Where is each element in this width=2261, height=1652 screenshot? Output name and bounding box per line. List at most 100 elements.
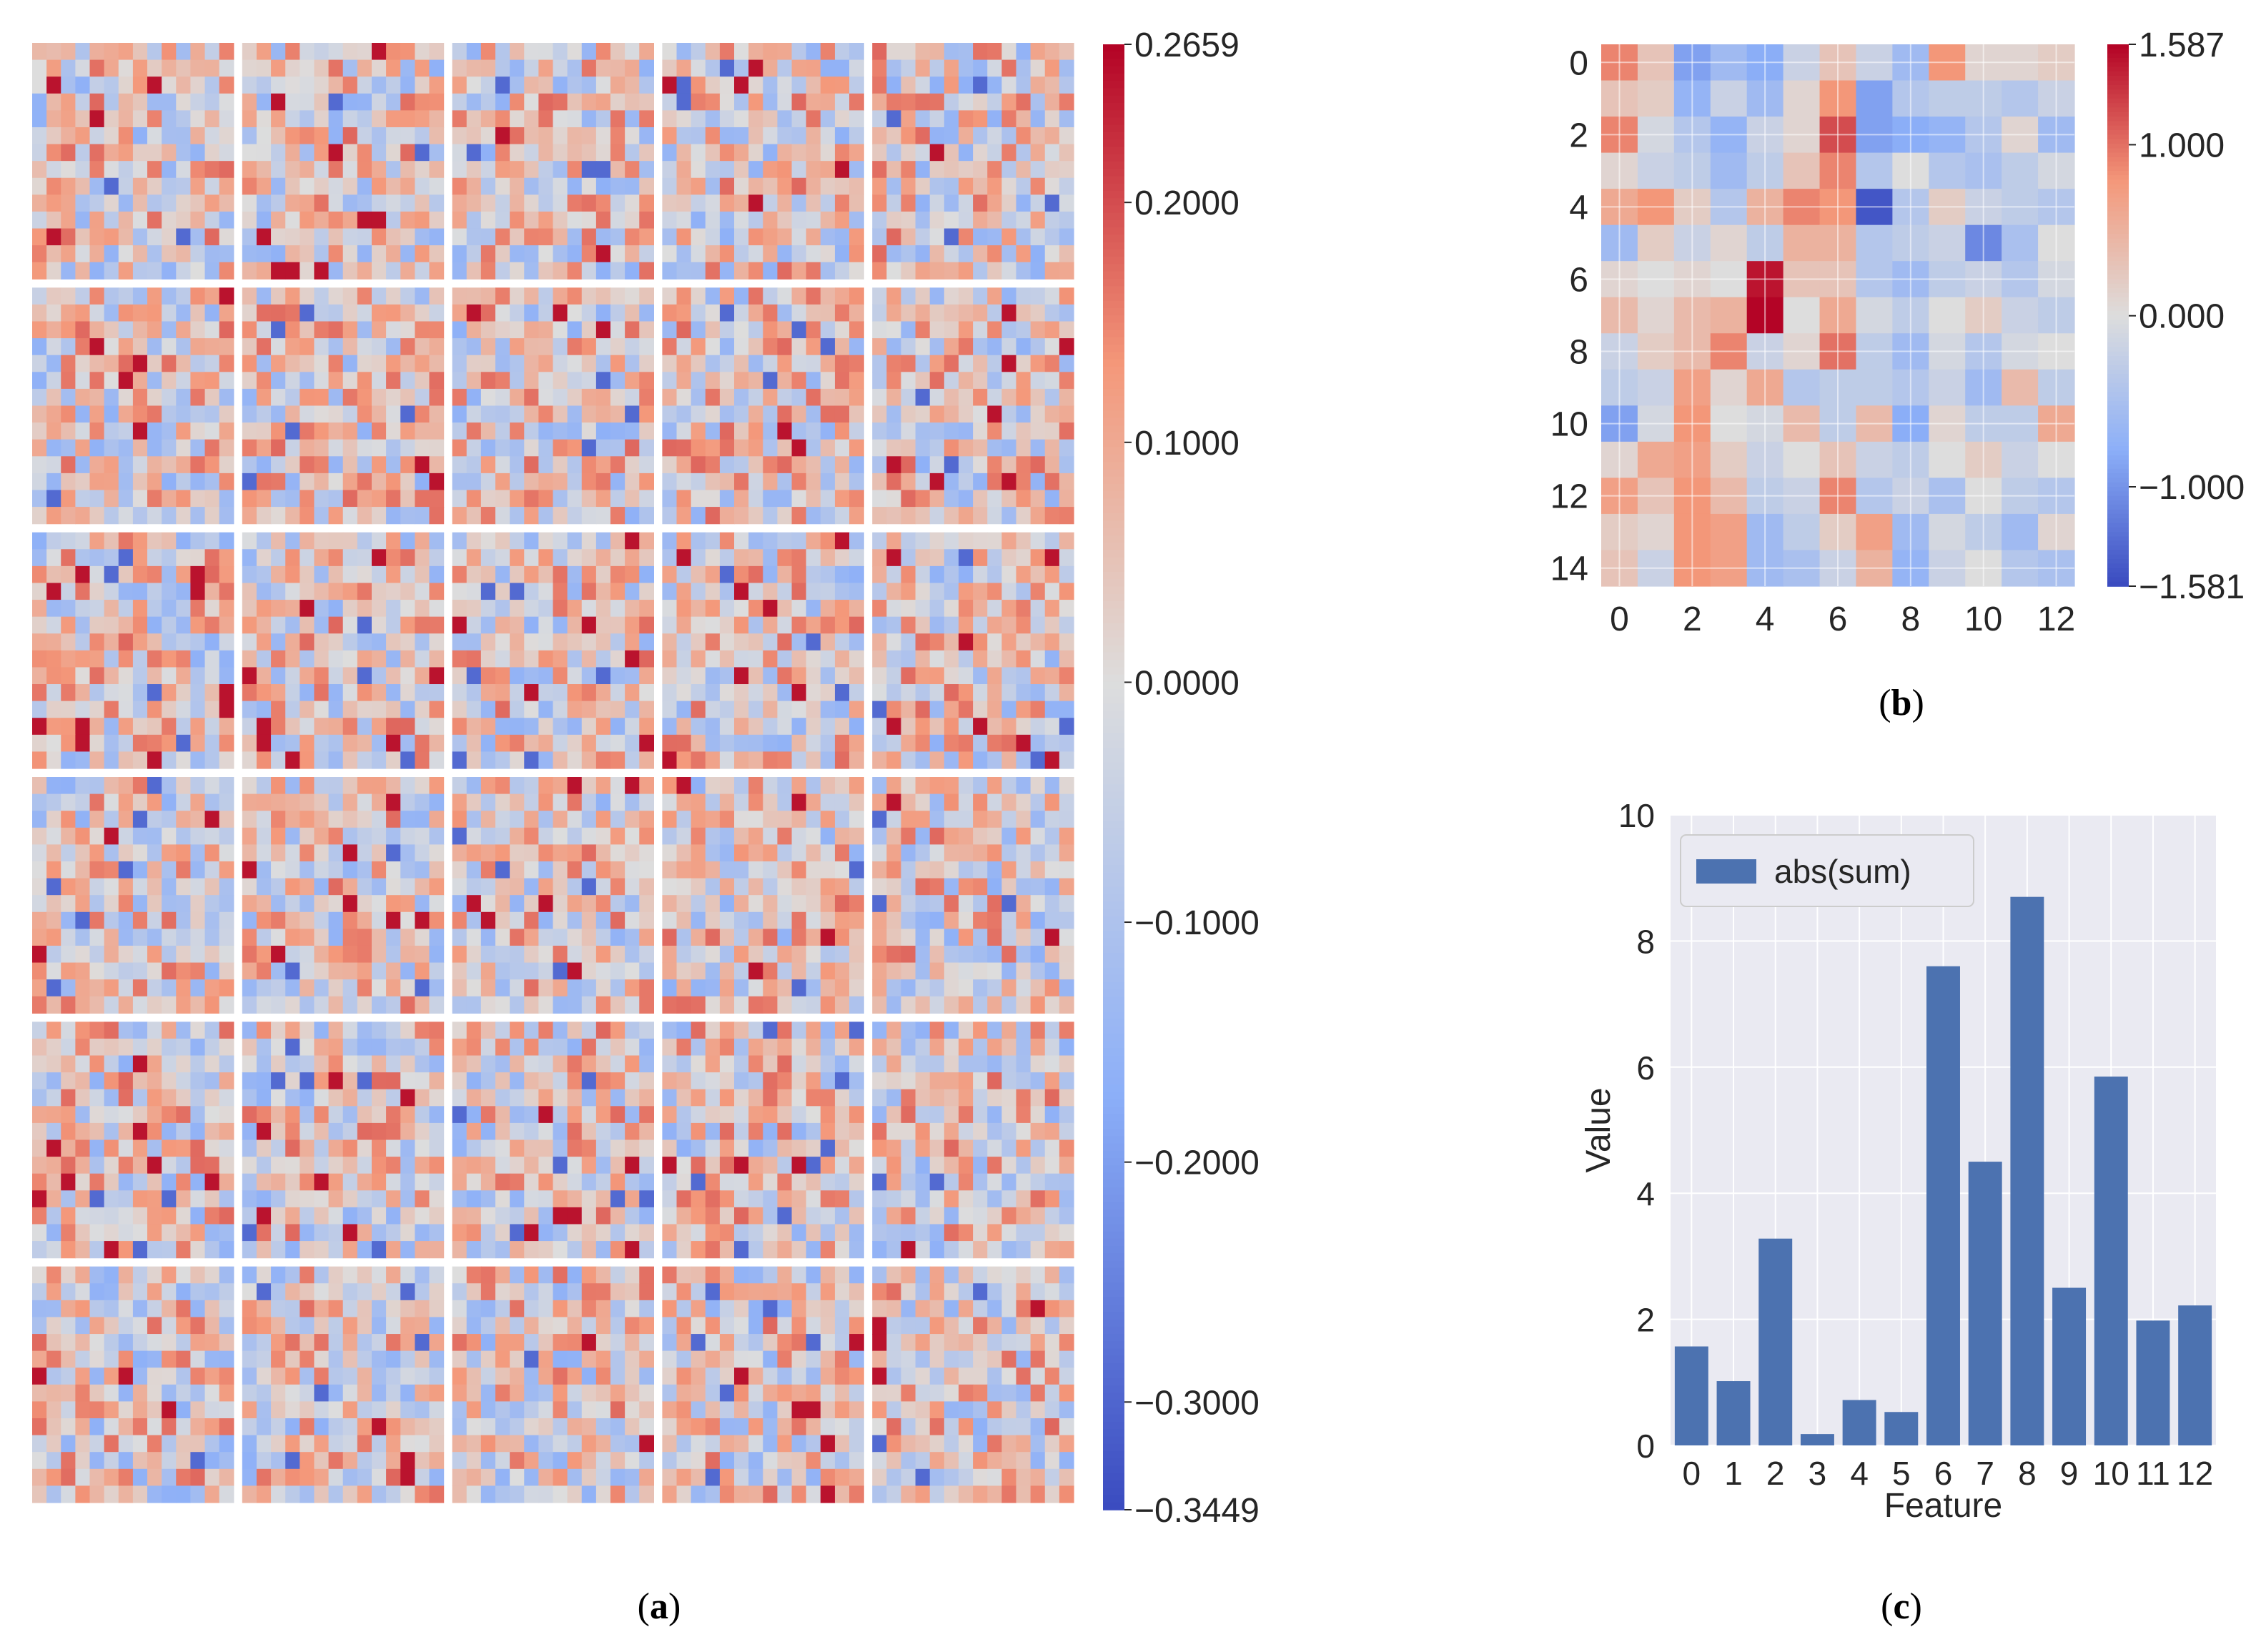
heatmap-cell <box>132 549 148 567</box>
heatmap-cell <box>204 1139 220 1157</box>
heatmap-cell <box>973 338 988 356</box>
heatmap-cell <box>595 600 611 618</box>
heatmap-cell <box>480 777 496 795</box>
heatmap-cell <box>610 1089 625 1107</box>
heatmap-cell <box>1044 667 1060 685</box>
heatmap-cell <box>748 144 763 162</box>
heatmap-cell <box>791 473 807 491</box>
heatmap-cell <box>314 1139 330 1157</box>
heatmap-cell <box>314 473 330 491</box>
heatmap-cell <box>132 1207 148 1225</box>
heatmap-cell <box>386 1055 401 1073</box>
heatmap-cell <box>1059 1207 1074 1225</box>
heatmap-cell <box>610 228 625 246</box>
heatmap-cell <box>242 650 257 668</box>
heatmap-cell <box>625 650 640 668</box>
heatmap-cell <box>610 684 625 702</box>
heatmap-cell <box>271 861 286 879</box>
heatmap-cell <box>342 473 358 491</box>
heatmap-cell <box>118 161 134 179</box>
heatmap-cell <box>791 507 807 525</box>
heatmap-cell <box>524 1038 539 1057</box>
heatmap-cell <box>567 844 583 862</box>
heatmap-cell <box>480 76 496 94</box>
heatmap-cell <box>147 321 162 339</box>
heatmap-cell <box>958 827 974 845</box>
heatmap-cell <box>1044 490 1060 508</box>
heatmap-cell <box>1016 701 1031 718</box>
heatmap-cell <box>872 1190 887 1208</box>
heatmap-cell <box>466 372 482 390</box>
heatmap-cell <box>219 1266 234 1284</box>
heatmap-cell <box>61 979 76 997</box>
heatmap-cell <box>104 1224 119 1242</box>
heatmap-cell <box>929 777 945 795</box>
heatmap-cell <box>495 355 510 372</box>
heatmap-cell <box>371 979 387 997</box>
heatmap-cell <box>524 701 539 718</box>
heatmap-cell <box>204 844 220 862</box>
heatmap-cell <box>705 565 721 584</box>
heatmap-cell <box>75 456 91 474</box>
heatmap-cell <box>915 59 931 77</box>
heatmap-cell <box>691 945 706 964</box>
heatmap-cell <box>162 1300 177 1318</box>
heatmap-cell <box>944 1038 959 1057</box>
heatmap-cell <box>987 211 1002 229</box>
heatmap-cell <box>929 1224 945 1242</box>
heatmap-cell <box>595 827 611 845</box>
heatmap-cell <box>763 1106 778 1124</box>
heatmap-cell <box>176 321 192 339</box>
heatmap-cell <box>929 734 945 753</box>
heatmap-cell <box>271 439 286 457</box>
heatmap-cell <box>849 228 864 246</box>
heatmap-cell <box>791 962 807 980</box>
heatmap-cell <box>1044 338 1060 356</box>
heatmap-cell <box>204 1055 220 1073</box>
heatmap-cell <box>415 718 430 736</box>
heatmap-cell <box>581 1022 597 1039</box>
heatmap-cell <box>415 144 430 162</box>
heatmap-cell <box>89 372 105 390</box>
heatmap-cell <box>581 388 597 407</box>
heatmap-cell <box>285 490 300 508</box>
heatmap-cell <box>46 405 61 423</box>
heatmap-cell <box>371 161 387 179</box>
heatmap-cell <box>1001 177 1017 195</box>
heatmap-cell <box>75 667 91 685</box>
heatmap-cell <box>719 777 735 795</box>
heatmap-cell <box>271 245 286 263</box>
heatmap-cell <box>553 405 568 423</box>
heatmap-cell <box>944 734 959 753</box>
heatmap-cell <box>872 996 887 1014</box>
heatmap-cell <box>480 194 496 212</box>
heatmap-cell <box>495 633 510 651</box>
heatmap-cell <box>791 127 807 145</box>
heatmap-cell <box>1044 996 1060 1014</box>
heatmap-cell <box>958 1224 974 1242</box>
heatmap-cell <box>204 287 220 305</box>
heatmap-cell <box>625 388 640 407</box>
heatmap-cell <box>553 929 568 946</box>
heatmap-cell <box>452 718 467 736</box>
heatmap-cell <box>256 895 272 913</box>
heatmap-cell <box>958 793 974 811</box>
heatmap-cell <box>777 177 793 195</box>
heatmap-cell <box>581 777 597 795</box>
heatmap-cell <box>625 583 640 600</box>
heatmap-cell <box>386 177 401 195</box>
heatmap-cell <box>132 490 148 508</box>
heatmap-cell <box>820 751 836 769</box>
heatmap-cell <box>480 372 496 390</box>
heatmap-cell <box>791 287 807 305</box>
heatmap-cell <box>46 979 61 997</box>
heatmap-cell <box>886 844 902 862</box>
heatmap-cell <box>357 583 372 600</box>
heatmap-cell <box>429 1055 445 1073</box>
heatmap-cell <box>872 979 887 997</box>
heatmap-cell <box>834 811 850 829</box>
heatmap-cell <box>820 473 836 491</box>
heatmap-cell <box>538 844 554 862</box>
heatmap-cell <box>915 1241 931 1259</box>
heatmap-cell <box>676 1190 692 1208</box>
